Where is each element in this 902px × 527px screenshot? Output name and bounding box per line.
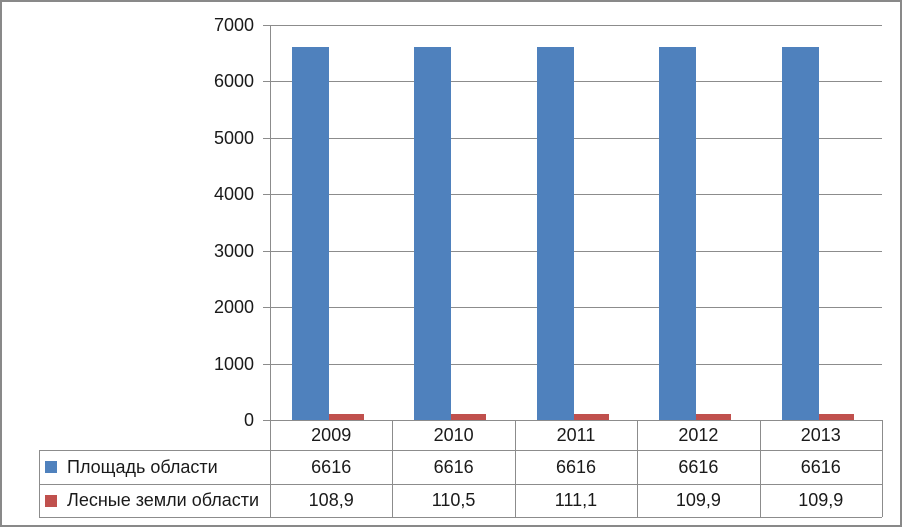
y-tick-mark (263, 420, 270, 421)
table-horizontal-line (39, 450, 882, 451)
table-column-divider (392, 420, 394, 517)
x-axis-category-label: 2011 (556, 425, 596, 445)
y-axis-tick-label: 0 (243, 410, 254, 430)
y-tick-mark (263, 194, 270, 196)
gridline (270, 307, 882, 309)
table-value-cell: 108,9 (308, 490, 354, 510)
bar-Лесные земли области-2012 (696, 413, 732, 420)
y-tick-mark (263, 25, 270, 26)
table-legend-cell: Площадь области (44, 450, 270, 484)
table-column-divider (637, 420, 639, 517)
table-legend-cell: Лесные земли области (44, 484, 270, 517)
table-column-divider (514, 420, 516, 517)
y-axis-tick-label: 1000 (213, 353, 254, 374)
series-name-label: Лесные земли области (67, 490, 260, 510)
x-axis-category-label: 2013 (800, 425, 841, 445)
table-value-cell: 109,9 (675, 490, 721, 510)
table-horizontal-line (39, 517, 882, 518)
bar-Лесные земли области-2009 (329, 413, 364, 420)
bar-Лесные земли области-2011 (573, 413, 609, 420)
table-value-cell: 6616 (678, 457, 719, 477)
gridline (270, 194, 882, 196)
bar-Площадь области-2009 (292, 46, 329, 420)
x-axis-category-label: 2010 (433, 425, 474, 445)
y-tick-mark (263, 137, 270, 139)
bar-Площадь области-2011 (536, 46, 574, 420)
table-value-cell: 109,9 (798, 490, 844, 510)
bar-Площадь области-2010 (414, 46, 452, 420)
table-column-divider (759, 420, 761, 517)
gridline (270, 363, 882, 365)
gridline (270, 25, 882, 26)
legend-marker-red-icon (45, 494, 57, 507)
table-value-cell: 6616 (311, 457, 352, 477)
y-axis-tick-label: 3000 (213, 240, 254, 261)
bar-Лесные земли области-2013 (818, 413, 854, 420)
y-axis-tick-label: 7000 (213, 15, 254, 35)
y-axis-line (270, 25, 271, 517)
bar-Площадь области-2012 (659, 46, 697, 420)
table-column-divider (882, 420, 883, 517)
x-axis-line (270, 420, 882, 421)
series-name-label: Площадь области (67, 457, 218, 477)
y-tick-mark (263, 81, 270, 83)
table-horizontal-line (39, 484, 882, 485)
y-axis-tick-label: 4000 (213, 184, 254, 205)
gridline (270, 137, 882, 139)
y-tick-mark (263, 363, 270, 365)
y-axis-tick-label: 5000 (213, 127, 254, 148)
x-axis-category-label: 2009 (311, 425, 352, 445)
table-value-cell: 6616 (555, 457, 597, 477)
gridline (270, 81, 882, 83)
table-value-cell: 111,1 (554, 490, 598, 510)
y-axis-tick-label: 2000 (213, 297, 254, 318)
table-value-cell: 6616 (800, 457, 841, 477)
table-value-cell: 110,5 (431, 490, 476, 510)
legend-marker-blue-icon (45, 461, 57, 473)
y-tick-mark (263, 307, 270, 309)
gridline (270, 250, 882, 252)
bar-Лесные земли области-2010 (451, 413, 487, 420)
table-value-cell: 6616 (433, 457, 474, 477)
table-left-border (39, 450, 40, 517)
bar-Площадь области-2013 (781, 46, 819, 420)
x-axis-category-label: 2012 (678, 425, 719, 445)
y-axis-tick-label: 6000 (213, 71, 254, 92)
y-tick-mark (263, 250, 270, 252)
